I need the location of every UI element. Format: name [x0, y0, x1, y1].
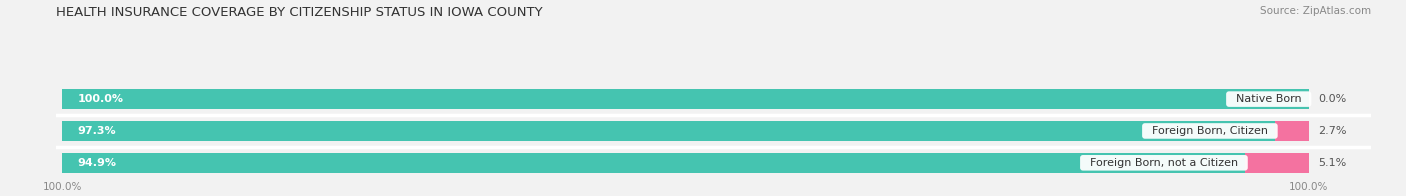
Text: 5.1%: 5.1%	[1319, 158, 1347, 168]
Text: 94.9%: 94.9%	[77, 158, 117, 168]
Text: Native Born: Native Born	[1229, 94, 1309, 104]
Bar	[62, 153, 1244, 173]
Text: 2.7%: 2.7%	[1319, 126, 1347, 136]
Bar	[62, 121, 1275, 141]
Bar	[1244, 153, 1309, 173]
Text: 0.0%: 0.0%	[1319, 94, 1347, 104]
Bar	[62, 153, 1309, 173]
Bar	[62, 121, 1309, 141]
Text: 100.0%: 100.0%	[77, 94, 124, 104]
Text: 97.3%: 97.3%	[77, 126, 117, 136]
Bar	[62, 89, 1309, 109]
Text: Source: ZipAtlas.com: Source: ZipAtlas.com	[1260, 6, 1371, 16]
Text: Foreign Born, Citizen: Foreign Born, Citizen	[1144, 126, 1275, 136]
Bar	[62, 89, 1309, 109]
Text: Foreign Born, not a Citizen: Foreign Born, not a Citizen	[1083, 158, 1244, 168]
Bar	[1275, 121, 1309, 141]
Text: HEALTH INSURANCE COVERAGE BY CITIZENSHIP STATUS IN IOWA COUNTY: HEALTH INSURANCE COVERAGE BY CITIZENSHIP…	[56, 6, 543, 19]
